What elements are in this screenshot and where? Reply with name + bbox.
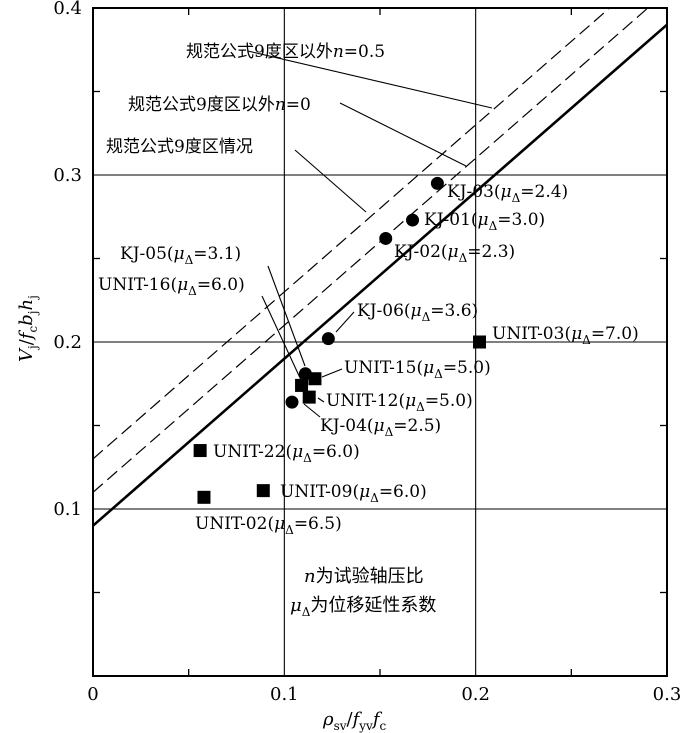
line-annotation: 规范公式9度区以外n=0 [128,95,311,115]
axis-labels: ρsv/fyvfc Vj/fcbjhj [16,295,387,733]
point-label: UNIT-16(μΔ=6.0) [98,275,245,298]
circle-point [379,231,393,245]
point-label: UNIT-03(μΔ=7.0) [492,324,639,347]
square-point [472,335,486,349]
x-tick-label: 0.1 [270,684,299,705]
line-annotation: 规范公式9度区情况 [106,137,253,157]
point-leader [317,397,325,403]
y-tick-label: 0.1 [53,499,82,520]
circle-point [285,395,299,409]
square-point [308,372,322,386]
legend-note-mu: μΔ为位移延性系数 [290,595,436,619]
axis-ticks: 0 0.1 0.2 0.3 0.1 0.2 0.3 0.4 [53,0,681,705]
legend-note-n: n为试验轴压比 [304,566,424,587]
leader-lines [247,50,493,418]
circle-point [430,176,444,190]
point-label: KJ-01(μΔ=3.0) [424,210,545,233]
square-point [256,484,270,498]
point-label: KJ-02(μΔ=2.3) [394,242,515,265]
point-label: KJ-05(μΔ=3.1) [120,244,241,267]
point-label: KJ-04(μΔ=2.5) [320,416,441,439]
point-label: UNIT-15(μΔ=5.0) [344,358,491,381]
x-axis-label: ρsv/fyvfc [322,709,387,733]
point-label: KJ-06(μΔ=3.6) [357,301,478,324]
point-leader [267,265,306,367]
point-leader [335,311,355,333]
point-label: UNIT-02(μΔ=6.5) [195,514,342,537]
reference-lines [93,8,667,527]
x-tick-label: 0.2 [461,684,490,705]
square-point [193,444,207,458]
y-tick-label: 0.2 [53,332,82,353]
point-label: UNIT-12(μΔ=5.0) [326,391,473,414]
y-tick-label: 0.3 [53,165,82,186]
point-label: UNIT-09(μΔ=6.0) [280,482,427,505]
line-annotation: 规范公式9度区以外n=0.5 [186,42,385,62]
reference-line [93,23,667,527]
point-leader [321,368,343,378]
square-point [197,490,211,504]
y-axis-label: Vj/fcbjhj [16,295,40,362]
y-tick-label: 0.4 [53,0,82,19]
point-label: KJ-03(μΔ=2.4) [447,182,568,205]
reference-line [93,8,611,460]
data-points [193,176,486,504]
square-point [302,390,316,404]
reference-line [93,8,649,493]
x-tick-label: 0 [87,684,98,705]
grid [93,8,667,676]
circle-point [321,332,335,346]
point-leader [303,403,321,418]
annotation-leader [294,149,367,213]
point-leader [261,295,302,381]
annotation-leader [339,102,467,167]
point-label: UNIT-22(μΔ=6.0) [213,442,360,465]
legend-notes: n为试验轴压比 μΔ为位移延性系数 [290,566,436,619]
point-labels: 规范公式9度区以外n=0.5 规范公式9度区以外n=0 规范公式9度区情况 KJ-03… [98,42,639,537]
square-point [295,378,309,392]
x-tick-label: 0.3 [653,684,682,705]
annotation-leader [247,50,493,109]
circle-point [406,213,420,227]
